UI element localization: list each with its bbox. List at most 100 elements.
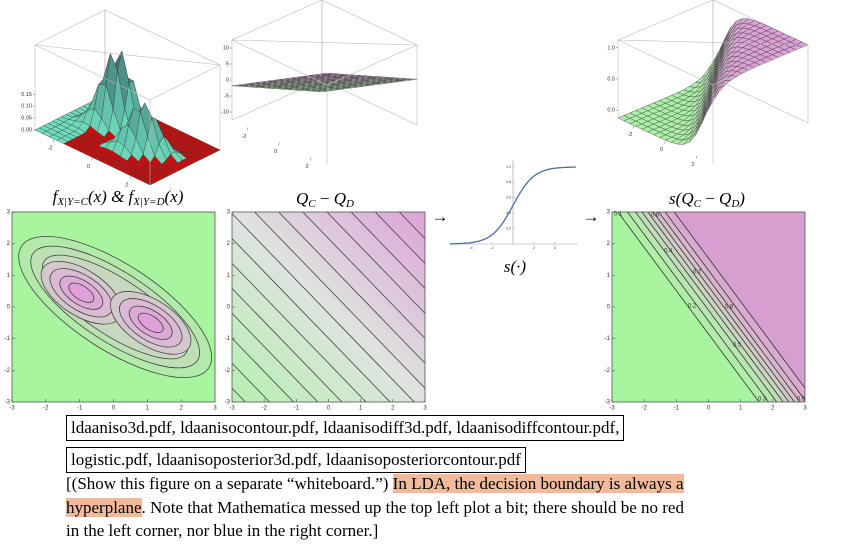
contour-label: 0.3 [758,397,767,403]
highlight: In LDA, the decision boundary is always … [392,474,684,493]
x-tick-label: 1 [739,406,743,412]
x-tick [278,142,280,146]
x-tick-label: 2 [306,164,309,170]
z-tick-label: 0.05 [21,116,32,122]
surface-patch [706,91,720,112]
x-tick [309,157,312,161]
note-line: [(Show this figure on a separate “whiteb… [66,472,684,496]
y-tick-label: -3 [605,400,611,406]
y-tick-label: 1.0 [506,165,511,169]
x-tick-label: 0 [112,406,116,412]
figure: 0.150.100.050.00-2021050-5-10-2021.00.50… [5,0,809,412]
caption-part: f [129,187,136,206]
z-tick-label: -5 [224,93,229,99]
y-tick-label: 2 [227,241,231,247]
y-tick-label: -1 [5,336,11,342]
x-tick-label: 1 [359,406,363,412]
z-tick-label: 0.5 [607,76,615,82]
x-tick-label: -2 [490,246,493,250]
x-tick-label: -2 [641,406,647,412]
box-left [231,0,323,121]
y-tick-label: 0 [227,305,231,311]
note-text: [(Show this figure on a separate “whiteb… [66,474,393,493]
x-tick [91,157,93,161]
x-tick-label: -3 [9,406,15,412]
x-tick-label: 2 [533,246,535,250]
contour [278,212,425,364]
surface-patch [321,72,333,75]
caption-part: (x) & [88,187,129,206]
box-front [231,39,418,86]
contour-plot [12,212,215,402]
x-tick-label: 0 [87,164,90,170]
box-front [34,44,222,101]
contour [254,212,425,389]
x-tick-label: 1 [146,406,150,412]
caption-part: Q [334,189,346,208]
caption-part: − [701,189,719,208]
x-tick-label: -4 [469,246,472,250]
y-tick-label: 3 [227,210,231,216]
x-tick-label: -2 [48,146,53,152]
y-tick-label: 1 [607,273,611,279]
x-tick-label: 2 [692,162,695,168]
x-tick-label: 0 [274,149,277,155]
surface-patch [142,179,155,186]
contour-plot [612,212,805,402]
caption-part: Q [719,189,731,208]
y-tick-label: -1 [605,336,611,342]
z-tick-label: 0.0 [607,108,615,114]
contour-label: 0.7 [693,270,702,276]
x-tick-label: 2 [391,406,395,412]
arrow: → [583,207,600,226]
x-tick-label: 0 [327,406,331,412]
y-tick-label: 3 [607,210,611,216]
y-tick-label: -1 [225,336,231,342]
highlight: hyperplane [66,497,142,517]
x-tick-label: 4 [554,246,556,250]
y-tick-label: -2 [225,368,231,374]
box-front [617,39,809,86]
note-text: . Note that Mathematica messed up the to… [141,497,684,517]
y-tick-label: 2 [7,241,11,247]
x-tick [246,127,249,131]
contour [232,262,367,402]
x-tick [52,139,55,143]
contour-label: 0.1 [614,212,623,218]
y-tick-label: -3 [225,400,231,406]
caption-part: − [316,189,334,208]
contour [350,212,425,289]
caption-part: s(Q [669,189,694,208]
contour-label: 0.8 [725,305,734,311]
caption-part: D [345,198,354,210]
x-tick [695,155,698,159]
contour-label: 0.4 [664,249,673,255]
y-tick-label: 1 [7,273,11,279]
x-tick-label: 0 [707,406,711,412]
caption: s(·) [504,257,527,276]
note-line: in the left corner, nor blue in the righ… [66,519,378,543]
contour [326,212,425,314]
file-list: ldaaniso3d.pdf, ldaanisocontour.pdf, lda… [66,415,625,441]
y-tick-label: 0.6 [506,196,511,200]
contour [232,237,391,402]
z-tick-label: 0.10 [21,104,32,110]
x-tick-label: -2 [241,134,246,140]
contour-label: 0.2 [688,304,697,310]
box-back [321,0,418,126]
x-tick-label: 2 [179,406,183,412]
arrow: → [432,207,449,226]
x-tick-label: 3 [423,406,427,412]
y-tick-label: 0.8 [506,180,511,184]
x-tick-label: -1 [77,406,83,412]
caption-part: C [694,198,702,210]
plot-bg [232,212,425,402]
x-tick [664,140,666,144]
y-tick-label: -3 [5,400,11,406]
x-tick [129,175,132,179]
caption-part: f [53,187,60,206]
caption-part: Q [296,189,308,208]
contour [302,212,425,339]
z-tick-label: 5 [226,61,229,67]
